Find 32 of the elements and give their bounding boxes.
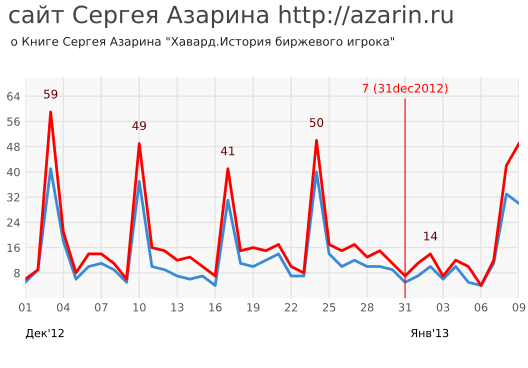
x-tick-label: 13 bbox=[171, 303, 184, 312]
x-tick-label: 10 bbox=[133, 303, 146, 312]
y-tick-label: 32 bbox=[7, 193, 20, 202]
annotation: 41 bbox=[220, 146, 234, 156]
x-tick-label: 03 bbox=[436, 303, 450, 312]
y-tick-label: 64 bbox=[7, 92, 20, 101]
y-tick-label: 16 bbox=[8, 244, 20, 252]
annotation: 50 bbox=[310, 118, 324, 127]
x-tick-label: 06 bbox=[474, 303, 488, 312]
x-tick-label: 04 bbox=[56, 303, 70, 312]
chart-title: сайт Сергея Азарина http://azarin.ru bbox=[9, 5, 452, 28]
text: Янв'13 bbox=[411, 328, 448, 338]
x-tick-label: 16 bbox=[209, 303, 222, 312]
x-tick-label: 22 bbox=[284, 303, 298, 312]
annotation: 49 bbox=[132, 121, 146, 130]
x-tick-label: 07 bbox=[94, 303, 108, 312]
x-tick-label: 09 bbox=[512, 303, 526, 312]
x-tick-label: 31 bbox=[398, 303, 412, 312]
y-tick-label: 8 bbox=[14, 268, 20, 278]
y-tick-label: 40 bbox=[6, 168, 20, 176]
x-tick-label: 28 bbox=[360, 303, 374, 312]
text: Дек'12 bbox=[26, 328, 64, 339]
annotation: 59 bbox=[44, 90, 58, 99]
y-tick-label: 48 bbox=[6, 142, 20, 152]
y-tick-label: 24 bbox=[7, 218, 20, 227]
x-tick-label: 19 bbox=[247, 303, 260, 312]
x-tick-label: 25 bbox=[322, 303, 336, 312]
ref-line-label: 7 (31dec2012) bbox=[362, 84, 448, 94]
x-tick-label: 01 bbox=[19, 303, 32, 312]
annotation: 14 bbox=[424, 232, 438, 240]
chart-subtitle: о Книге Сергея Азарина "Хавард.История биржевого игрока" bbox=[11, 36, 394, 48]
y-tick-label: 56 bbox=[7, 117, 20, 126]
